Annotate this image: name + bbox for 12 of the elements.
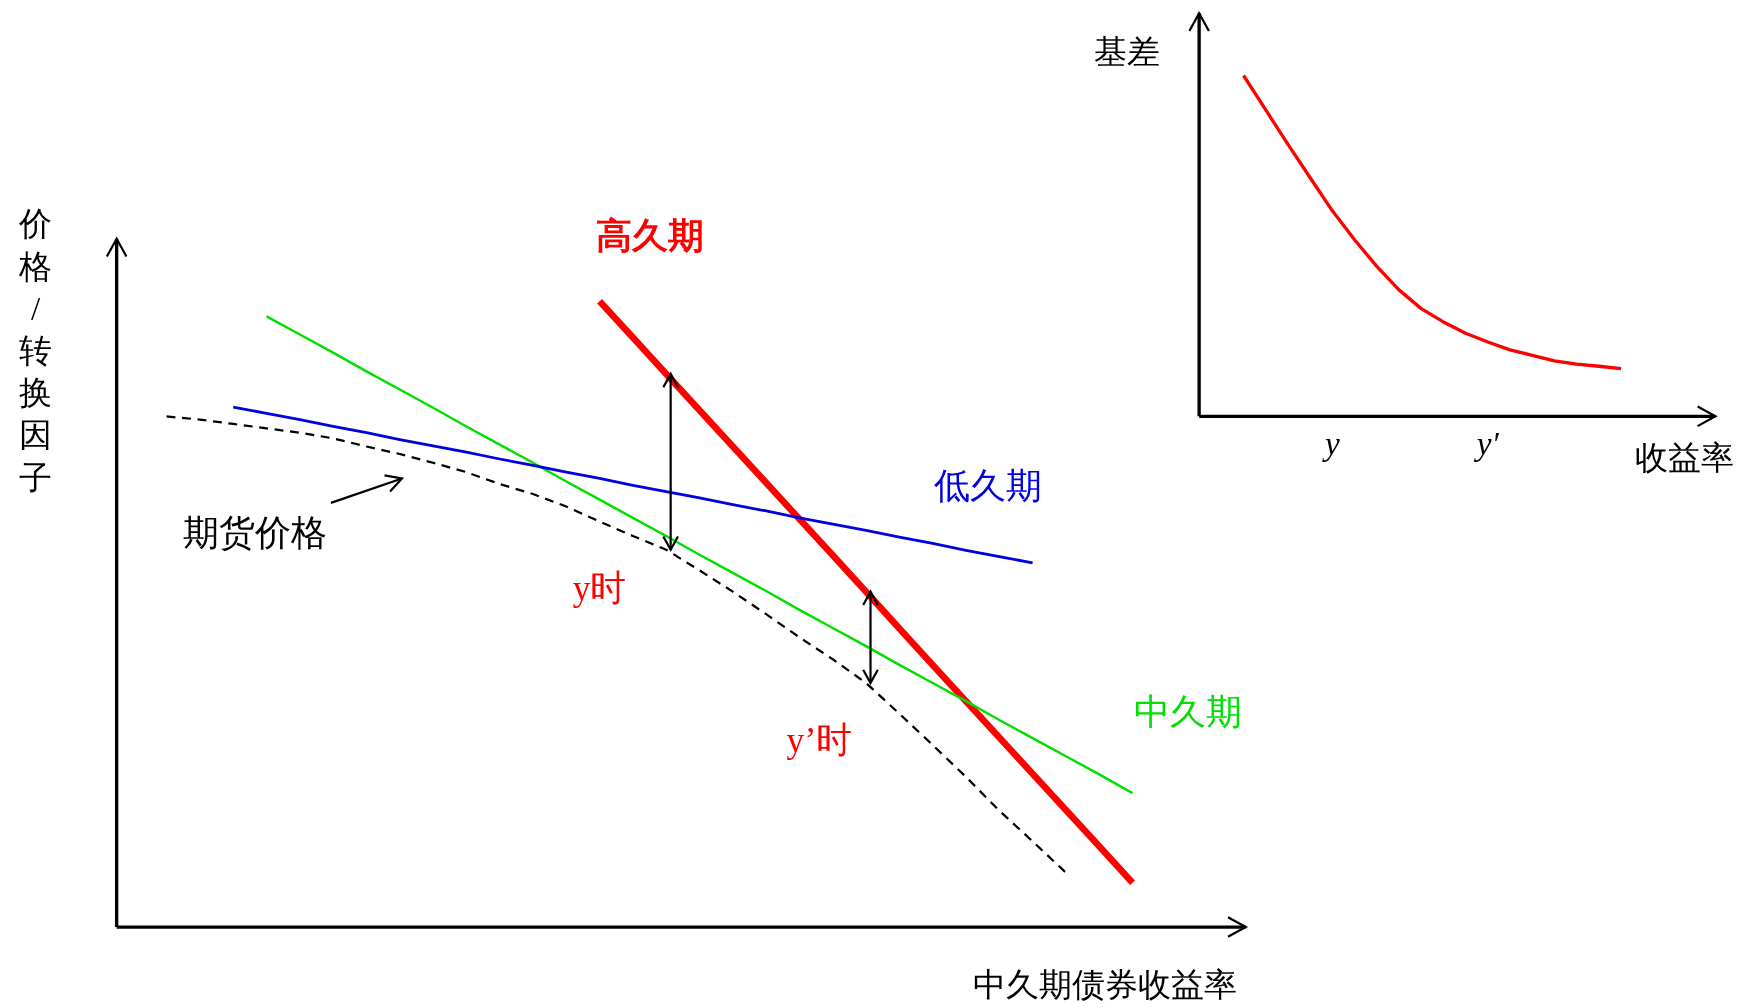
series-label: 高久期	[595, 216, 704, 257]
y-axis-title: 基差	[1093, 33, 1160, 71]
x-tick-label: y′	[1473, 425, 1500, 463]
text: 期货价格	[183, 513, 328, 554]
series-label: 中久期	[1134, 692, 1243, 733]
x-tick-label: y	[1321, 425, 1340, 463]
annotation: y’时	[786, 719, 853, 760]
series-label: 低久期	[934, 466, 1043, 507]
annotation: y时	[572, 567, 627, 608]
x-axis-title: 中久期债券收益率	[972, 965, 1237, 1003]
x-axis-title: 收益率	[1635, 438, 1735, 476]
y-axis-title: 价格/转换因子	[18, 205, 53, 496]
